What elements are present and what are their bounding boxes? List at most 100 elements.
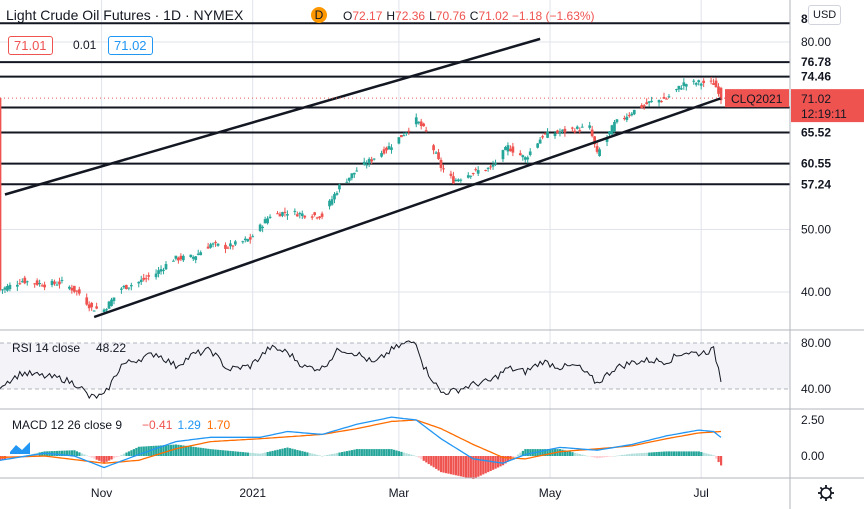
labels: 76.7874.4669.5365.5260.5557.2483CLQ20217… xyxy=(0,7,864,501)
candle-body xyxy=(526,157,530,160)
candle-body xyxy=(598,149,601,157)
macd-histogram-bar xyxy=(306,452,309,456)
macd-histogram-bar xyxy=(264,452,267,456)
macd-histogram-bar xyxy=(665,451,668,456)
candle-body xyxy=(486,167,490,169)
candle-body xyxy=(162,269,165,271)
macd-histogram-bar xyxy=(261,453,264,456)
candle-body xyxy=(457,179,460,182)
y-tick-label: 40.00 xyxy=(801,285,831,299)
macd-histogram-bar xyxy=(120,454,123,456)
macd-histogram-bar xyxy=(427,456,430,465)
macd-histogram-bar xyxy=(291,448,294,456)
macd-histogram-bar xyxy=(415,456,418,457)
candle-body xyxy=(3,287,7,290)
candle-body xyxy=(459,179,463,181)
macd-histogram-bar xyxy=(246,452,249,456)
candle-body xyxy=(338,184,341,190)
macd-histogram-bar xyxy=(65,450,69,456)
candle-body xyxy=(53,281,56,284)
macd-histogram-bar xyxy=(229,450,232,456)
candle-body xyxy=(315,217,319,219)
macd-histogram-bar xyxy=(100,456,103,462)
candle-body xyxy=(164,264,168,270)
macd-histogram-bar xyxy=(583,455,586,456)
candle-body xyxy=(546,131,549,138)
candle-body xyxy=(699,83,703,86)
symbol-tag-bg xyxy=(725,89,789,108)
candle-body xyxy=(419,121,423,127)
macd-histogram-bar xyxy=(85,455,88,457)
macd-histogram-bar xyxy=(437,456,440,471)
macd-histogram-bar xyxy=(603,456,606,458)
candle-body xyxy=(58,281,61,285)
candle-body xyxy=(684,84,688,87)
macd-histogram-bar xyxy=(68,450,71,456)
candle-body xyxy=(38,283,42,285)
candle-body xyxy=(43,284,46,288)
macd-histogram-bar xyxy=(127,451,131,456)
macd-histogram-bar xyxy=(278,449,282,456)
macd-histogram-bar xyxy=(152,445,155,456)
macd-value: 1.29 xyxy=(177,418,201,432)
macd-histogram-bar xyxy=(593,456,596,458)
candle-body xyxy=(179,255,183,260)
candle-body xyxy=(18,283,22,285)
macd-histogram-bar xyxy=(702,452,705,456)
candle-body xyxy=(139,279,143,283)
macd-histogram-bar xyxy=(358,449,361,456)
candle-body xyxy=(511,146,515,153)
candle-body xyxy=(714,80,718,88)
macd-tick-label: 0.00 xyxy=(801,449,825,463)
candle-body xyxy=(328,200,331,207)
macd-histogram-bar xyxy=(506,456,510,462)
candle-body xyxy=(15,284,19,287)
macd-histogram-bar xyxy=(623,454,626,456)
candle-body xyxy=(303,215,307,218)
macd-histogram-bar xyxy=(199,447,202,456)
macd-histogram-bar xyxy=(326,455,329,456)
ohlc-part: C xyxy=(470,9,479,23)
macd-histogram-bar xyxy=(348,450,351,456)
macd-histogram-bar xyxy=(353,449,356,456)
ohlc-part: H xyxy=(386,9,395,23)
macd-histogram-bar xyxy=(504,456,507,464)
macd-histogram-bar xyxy=(645,452,648,456)
candle-body xyxy=(642,105,646,107)
candle-body xyxy=(679,88,683,90)
candle-body xyxy=(712,83,715,85)
candle-body xyxy=(543,133,547,135)
x-tick-label: Mar xyxy=(389,486,410,500)
macd-histogram-bar xyxy=(620,455,624,456)
ask-box[interactable]: 71.02 xyxy=(108,36,153,55)
macd-histogram-bar xyxy=(182,445,185,456)
candle-body xyxy=(248,237,252,240)
macd-histogram-bar xyxy=(93,456,96,459)
x-tick-label: 2021 xyxy=(239,486,266,500)
ohlc-readout: O72.17 H72.36 L70.76 C71.02 −1.18 (−1.63%) xyxy=(343,9,595,23)
bid-box[interactable]: 71.01 xyxy=(8,36,53,55)
rsi-title: RSI 14 close xyxy=(12,341,80,355)
candle-body xyxy=(90,302,94,308)
macd-histogram-bar xyxy=(477,456,480,477)
macd-histogram-bar xyxy=(529,449,532,456)
macd-histogram-bar xyxy=(360,449,363,456)
macd-histogram-bar xyxy=(249,452,252,456)
macd-histogram-bar xyxy=(241,452,245,456)
candle-body xyxy=(194,256,198,260)
candle-body xyxy=(434,152,438,154)
macd-histogram-bar xyxy=(316,454,319,456)
candle-body xyxy=(251,236,255,238)
candle-body xyxy=(50,280,54,286)
macd-histogram-bar xyxy=(298,450,301,456)
candle-body xyxy=(563,128,567,133)
currency-button[interactable]: USD xyxy=(808,5,842,25)
macd-histogram-bar xyxy=(630,453,634,456)
candle-body xyxy=(68,286,71,289)
macd-histogram-bar xyxy=(432,456,435,468)
ohlc-part: −1.18 (−1.63%) xyxy=(509,9,595,23)
macd-histogram-bar xyxy=(499,456,502,467)
candle-body xyxy=(72,285,76,292)
candle-body xyxy=(578,130,582,132)
macd-histogram-bar xyxy=(715,456,718,459)
